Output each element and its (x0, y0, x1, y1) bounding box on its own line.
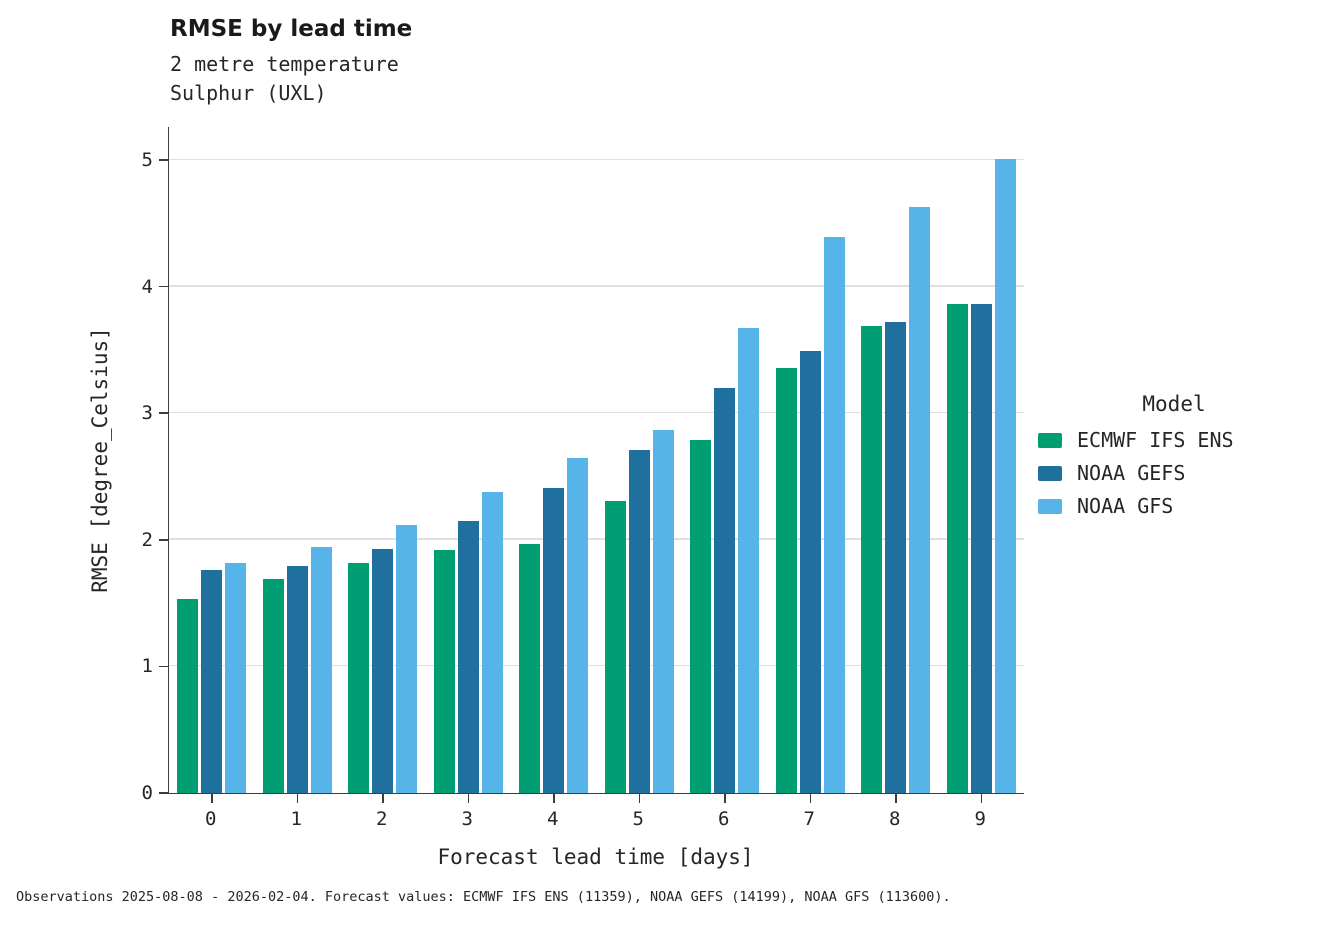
bar-noaa-gefs-day-8 (885, 322, 907, 793)
legend-swatch-noaa-gfs (1038, 498, 1062, 514)
x-tick-mark-0 (211, 793, 213, 803)
bar-group-day-2 (340, 127, 426, 793)
bar-noaa-gefs-day-9 (970, 304, 992, 793)
y-tick-label-2: 2 (141, 528, 153, 551)
x-tick-mark-3 (467, 793, 469, 803)
y-tick-mark-5 (159, 159, 169, 161)
chart-subtitle-station: Sulphur (UXL) (170, 81, 327, 105)
x-tick-label-0: 0 (205, 808, 217, 830)
y-tick-label-0: 0 (141, 782, 153, 804)
bar-noaa-gfs-day-7 (823, 237, 845, 793)
y-tick-mark-0 (159, 792, 169, 794)
bar-noaa-gefs-day-0 (201, 570, 223, 793)
legend-title: Model (1142, 392, 1206, 416)
bar-noaa-gefs-day-7 (799, 351, 821, 793)
bar-noaa-gefs-day-4 (543, 487, 565, 793)
x-tick-mark-7 (809, 793, 811, 803)
bar-group-day-4 (511, 127, 597, 793)
x-tick-label-9: 9 (974, 808, 986, 830)
y-tick-mark-2 (159, 539, 169, 541)
bar-ecmwf-ifs-ens-day-2 (348, 562, 370, 793)
bar-noaa-gfs-day-2 (396, 524, 418, 793)
bar-noaa-gefs-day-1 (286, 566, 308, 793)
x-tick-label-2: 2 (376, 808, 388, 830)
chart-title: RMSE by lead time (170, 16, 413, 42)
y-tick-label-4: 4 (141, 275, 153, 298)
bar-noaa-gfs-day-0 (225, 562, 247, 793)
x-tick-label-1: 1 (290, 808, 302, 830)
legend-item-noaa-gefs: NOAA GEFS (1038, 461, 1310, 485)
chart-subtitle-variable: 2 metre temperature (170, 52, 399, 76)
bar-noaa-gfs-day-9 (994, 158, 1016, 793)
bar-group-day-5 (597, 127, 683, 793)
x-tick-label-8: 8 (889, 808, 901, 830)
y-tick-label-1: 1 (141, 655, 153, 678)
gridline-y-5 (169, 158, 1024, 160)
bar-noaa-gfs-day-8 (909, 206, 931, 793)
y-tick-label-3: 3 (141, 402, 153, 425)
bar-noaa-gfs-day-3 (481, 491, 503, 793)
bar-noaa-gfs-day-6 (738, 328, 760, 793)
y-tick-mark-3 (159, 412, 169, 414)
legend-swatch-noaa-gefs (1038, 465, 1062, 481)
bar-noaa-gefs-day-5 (628, 449, 650, 793)
bar-noaa-gefs-day-3 (457, 520, 479, 793)
bar-ecmwf-ifs-ens-day-8 (861, 325, 883, 793)
bar-ecmwf-ifs-ens-day-0 (177, 599, 199, 793)
legend: Model ECMWF IFS ENS NOAA GEFS NOAA GFS (1038, 392, 1310, 527)
bar-ecmwf-ifs-ens-day-3 (433, 549, 455, 793)
bar-groups (169, 127, 1024, 793)
bar-group-day-9 (939, 127, 1025, 793)
y-axis-label: RMSE [degree_Celsius] (88, 327, 112, 593)
bar-group-day-3 (426, 127, 512, 793)
y-tick-mark-1 (159, 665, 169, 668)
x-tick-labels: 0 1 2 3 4 5 6 7 8 9 (168, 808, 1023, 830)
x-tick-mark-8 (895, 793, 897, 803)
x-tick-label-4: 4 (547, 808, 559, 830)
gridline-y-3 (169, 411, 1024, 414)
x-tick-mark-9 (980, 793, 982, 803)
bar-noaa-gefs-day-2 (372, 548, 394, 793)
bar-noaa-gfs-day-4 (567, 457, 589, 793)
x-tick-mark-6 (724, 793, 726, 803)
bar-group-day-8 (853, 127, 939, 793)
bar-ecmwf-ifs-ens-day-5 (604, 500, 626, 793)
bar-noaa-gefs-day-6 (714, 387, 736, 793)
x-tick-mark-2 (382, 793, 384, 803)
bar-group-day-1 (255, 127, 341, 793)
gridline-y-1 (169, 664, 1024, 667)
bar-ecmwf-ifs-ens-day-9 (946, 304, 968, 793)
bar-noaa-gfs-day-5 (652, 429, 674, 793)
x-axis-label: Forecast lead time [days] (437, 845, 754, 869)
bar-ecmwf-ifs-ens-day-4 (519, 543, 541, 793)
legend-label-noaa-gfs: NOAA GFS (1077, 494, 1174, 518)
x-tick-label-6: 6 (718, 808, 730, 830)
x-tick-mark-1 (296, 793, 298, 803)
x-tick-mark-5 (638, 793, 640, 803)
plot-area: 0 1 2 3 4 5 (142, 127, 1024, 804)
y-tick-mark-4 (159, 285, 169, 288)
bar-ecmwf-ifs-ens-day-1 (262, 579, 284, 793)
bar-group-day-7 (768, 127, 854, 793)
legend-swatch-ecmwf-ifs-ens (1038, 432, 1062, 448)
x-tick-label-7: 7 (803, 808, 815, 830)
bar-group-day-6 (682, 127, 768, 793)
x-tick-mark-4 (553, 793, 555, 803)
legend-item-noaa-gfs: NOAA GFS (1038, 494, 1310, 518)
y-tick-label-5: 5 (141, 149, 153, 171)
legend-label-ecmwf-ifs-ens: ECMWF IFS ENS (1077, 428, 1234, 452)
bar-group-day-0 (169, 127, 255, 793)
bar-ecmwf-ifs-ens-day-6 (690, 439, 712, 793)
bar-ecmwf-ifs-ens-day-7 (775, 367, 797, 793)
gridline-y-4 (169, 285, 1024, 287)
gridline-y-2 (169, 538, 1024, 540)
footer-caption: Observations 2025-08-08 - 2026-02-04. Fo… (16, 889, 951, 905)
x-tick-label-5: 5 (632, 808, 644, 830)
bar-noaa-gfs-day-1 (310, 547, 332, 793)
legend-label-noaa-gefs: NOAA GEFS (1077, 461, 1186, 485)
legend-item-ecmwf-ifs-ens: ECMWF IFS ENS (1038, 428, 1310, 452)
x-tick-label-3: 3 (461, 808, 473, 830)
